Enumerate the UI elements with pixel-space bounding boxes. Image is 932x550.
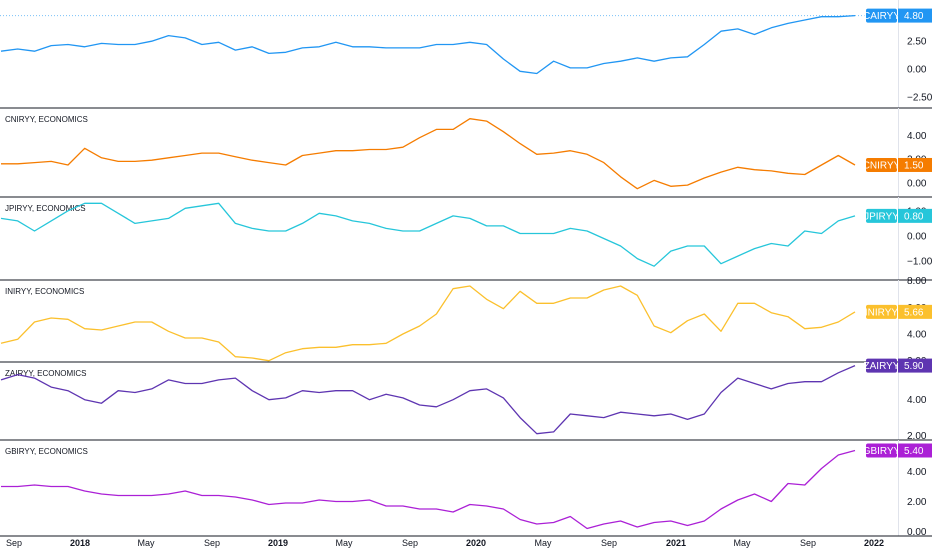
symbol-tag[interactable]: GBIRYY xyxy=(863,443,901,458)
last-value-tag: 5.90 xyxy=(898,358,932,373)
symbol-tag-label: CNIRYY xyxy=(863,160,901,171)
last-value-label: 1.50 xyxy=(904,160,924,171)
y-tick-label: 4.00 xyxy=(907,330,927,341)
last-value-tag: 1.50 xyxy=(898,157,932,172)
pane-cairyy: 2.50 0.00 −2.50 CAIRYY 4.80 xyxy=(0,0,932,108)
symbol-tag-label: INIRYY xyxy=(865,307,898,318)
x-tick-label: Sep xyxy=(402,538,418,548)
last-value-tag: 4.80 xyxy=(898,8,932,23)
y-tick-label: 0.00 xyxy=(907,178,927,189)
x-tick-label: May xyxy=(137,538,155,548)
symbol-tag-background xyxy=(866,208,897,223)
y-tick-label: 4.00 xyxy=(907,467,927,478)
x-tick-label: Sep xyxy=(204,538,220,548)
x-tick-label: May xyxy=(335,538,353,548)
y-tick-label: 2.00 xyxy=(907,431,927,442)
x-tick-label: 2019 xyxy=(268,538,288,548)
symbol-tag-background xyxy=(866,358,897,373)
last-value-background xyxy=(898,208,932,223)
last-value-label: 5.40 xyxy=(904,446,924,457)
last-value-label: 4.80 xyxy=(904,11,924,22)
series-line-iniryy[interactable] xyxy=(0,285,856,362)
y-tick-label: 4.00 xyxy=(907,131,927,142)
y-tick-label: 2.50 xyxy=(907,37,927,48)
y-tick-label: −1.00 xyxy=(907,257,932,268)
symbol-tag-background xyxy=(866,157,897,172)
symbol-tag-background xyxy=(866,443,897,458)
y-tick-label: −2.50 xyxy=(907,92,932,103)
last-value-background xyxy=(898,304,932,319)
pane-title[interactable]: CNIRYY, ECONOMICS xyxy=(5,115,88,124)
x-tick-label: 2018 xyxy=(70,538,90,548)
pane-zairyy: 4.00 2.00 ZAIRYY, ECONOMICS ZAIRYY 5.90 xyxy=(0,358,932,442)
series-line-cniryy[interactable] xyxy=(1,118,856,190)
x-tick-label: 2022 xyxy=(864,538,884,548)
last-value-label: 0.80 xyxy=(904,211,924,222)
last-value-background xyxy=(898,443,932,458)
symbol-tag[interactable]: CAIRYY xyxy=(863,8,900,23)
pane-gbiryy: 4.00 2.00 0.00 GBIRYY, ECONOMICS GBIRYY 5.40 xyxy=(0,439,932,538)
last-value-tag: 5.40 xyxy=(898,443,932,458)
symbol-tag-label: CAIRYY xyxy=(863,11,900,22)
symbol-tag-background xyxy=(866,304,897,319)
y-tick-label: 0.00 xyxy=(907,527,927,538)
symbol-tag[interactable]: CNIRYY xyxy=(863,157,901,172)
y-tick-label: 0.00 xyxy=(907,65,927,76)
chart-panes: 2.50 0.00 −2.50 CAIRYY 4.80 4.00 2.00 0.00 CNIRY… xyxy=(0,0,932,538)
symbol-tag-label: ZAIRYY xyxy=(864,361,900,372)
x-tick-label: Sep xyxy=(800,538,816,548)
last-value-label: 5.66 xyxy=(904,307,924,318)
series-line-gbiryy[interactable] xyxy=(1,449,856,530)
pane-title[interactable]: GBIRYY, ECONOMICS xyxy=(5,447,88,456)
y-tick-label: 8.00 xyxy=(907,276,927,287)
y-tick-label: 4.00 xyxy=(907,395,927,406)
last-value-background xyxy=(898,157,932,172)
pane-title[interactable]: ZAIRYY, ECONOMICS xyxy=(5,369,87,378)
last-value-tag: 5.66 xyxy=(898,304,932,319)
symbol-tag[interactable]: ZAIRYY xyxy=(864,358,900,373)
symbol-tag-label: GBIRYY xyxy=(863,446,901,457)
x-tick-label: 2020 xyxy=(466,538,486,548)
last-value-tag: 0.80 xyxy=(898,208,932,223)
pane-title[interactable]: JPIRYY, ECONOMICS xyxy=(5,204,86,213)
symbol-tag-label: JPIRYY xyxy=(864,211,899,222)
symbol-tag-background xyxy=(866,8,897,23)
pane-title[interactable]: INIRYY, ECONOMICS xyxy=(5,287,84,296)
y-tick-label: 0.00 xyxy=(907,231,927,242)
last-value-background xyxy=(898,358,932,373)
last-value-label: 5.90 xyxy=(904,361,924,372)
last-value-background xyxy=(898,8,932,23)
series-line-zairyy[interactable] xyxy=(0,365,856,435)
x-tick-label: May xyxy=(733,538,751,548)
x-tick-label: 2021 xyxy=(666,538,686,548)
series-line-cairyy[interactable] xyxy=(0,14,856,75)
time-axis: Sep 2018 May Sep 2019 May Sep 2020 May Sep 2021 May… xyxy=(0,535,932,548)
x-tick-label: Sep xyxy=(6,538,22,548)
x-tick-label: Sep xyxy=(601,538,617,548)
x-tick-label: May xyxy=(534,538,552,548)
series-line-jpiryy[interactable] xyxy=(0,202,856,267)
symbol-tag[interactable]: INIRYY xyxy=(865,304,898,319)
y-tick-label: 2.00 xyxy=(907,497,927,508)
symbol-tag[interactable]: JPIRYY xyxy=(864,208,899,223)
